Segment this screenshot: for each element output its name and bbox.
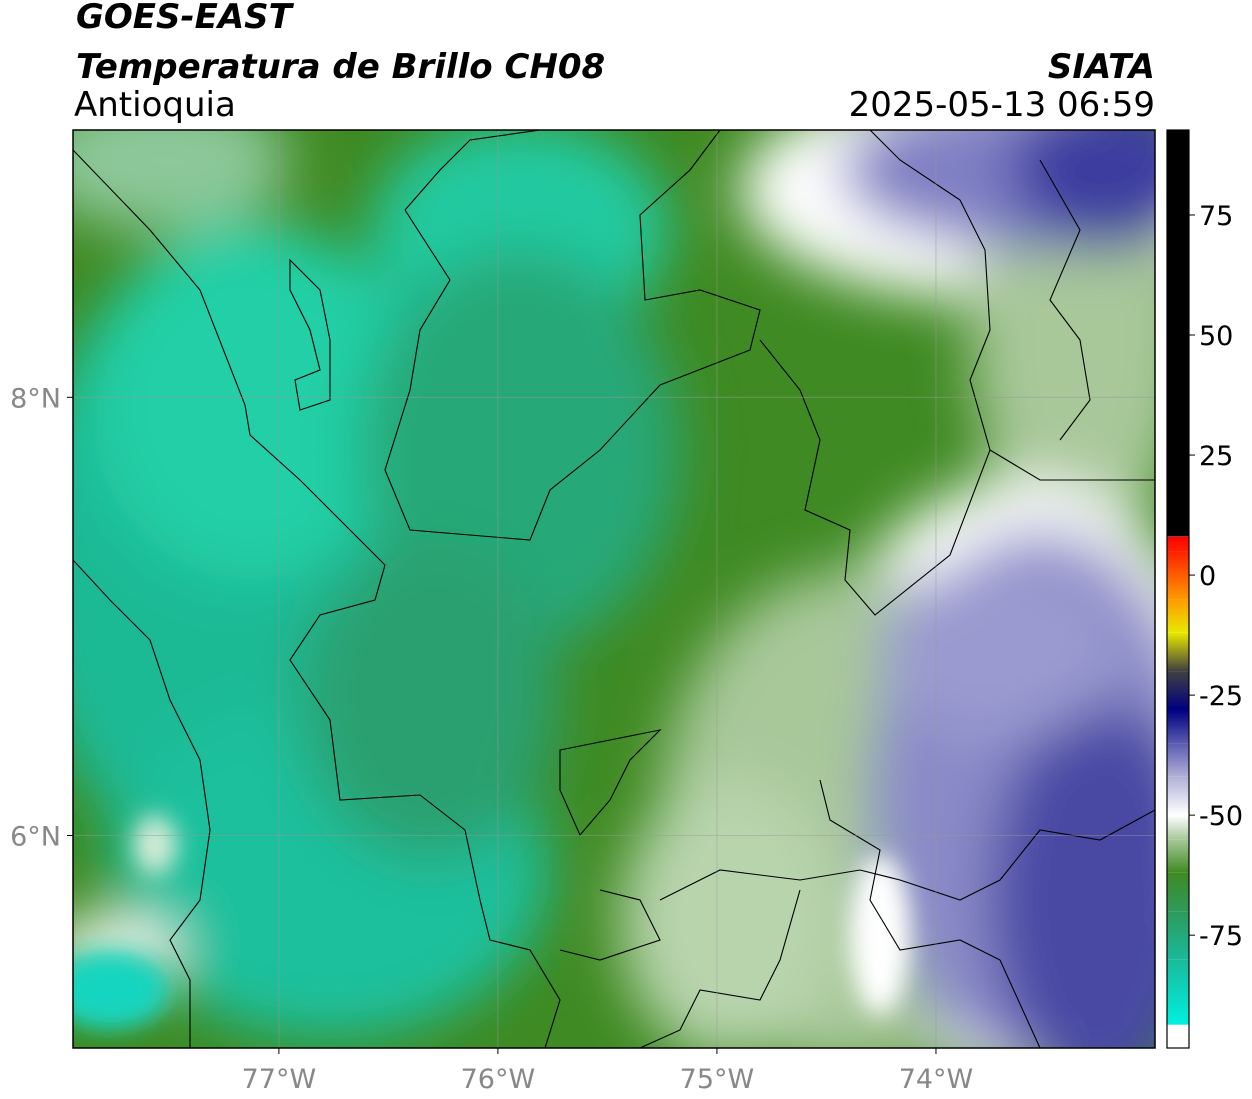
colorbar-segment — [1167, 536, 1189, 552]
colorbar-segment — [1167, 709, 1189, 744]
colorbar-segment — [1167, 839, 1189, 873]
map-image — [73, 130, 1155, 1048]
region: Antioquia — [74, 85, 236, 125]
colorbar-segment — [1167, 599, 1189, 633]
colorbar-segment — [1167, 911, 1189, 960]
subtitle: Temperatura de Brillo CH08 — [76, 47, 605, 87]
colorbar-segment — [1167, 632, 1189, 672]
source: SIATA — [1048, 47, 1155, 87]
colorbar-segment — [1167, 1024, 1189, 1048]
title: GOES-EAST — [76, 0, 295, 37]
x-tick-label: 77°W — [242, 1064, 317, 1095]
map-frame — [72, 129, 1156, 1049]
colorbar-segment — [1167, 1024, 1189, 1025]
colorbar-segment — [1167, 671, 1189, 710]
colorbar-tick-label: 50 — [1199, 321, 1233, 352]
colorbar-tick-label: 0 — [1199, 561, 1216, 592]
colorbar-segment — [1167, 815, 1189, 840]
colorbar — [1167, 130, 1189, 1048]
colorbar-segment — [1167, 743, 1189, 777]
colorbar-tick-label: -50 — [1199, 801, 1243, 832]
colorbar-segment — [1167, 551, 1189, 600]
colorbar-segment — [1167, 872, 1189, 912]
grid — [73, 130, 1155, 1048]
colorbar-segment — [1167, 130, 1189, 537]
x-tick-label: 74°W — [899, 1064, 974, 1095]
colorbar-tick-label: 75 — [1199, 201, 1233, 232]
colorbar-tick-label: 25 — [1199, 441, 1233, 472]
colorbar-segment — [1167, 959, 1189, 1025]
y-tick-label: 8°N — [10, 383, 61, 414]
colorbar-segment — [1167, 776, 1189, 816]
y-tick-label: 6°N — [10, 821, 61, 852]
colorbar-tick-label: -75 — [1199, 921, 1243, 952]
x-tick-label: 76°W — [461, 1064, 536, 1095]
datetime: 2025-05-13 06:59 — [849, 85, 1155, 125]
colorbar-tick-label: -25 — [1199, 681, 1243, 712]
x-tick-label: 75°W — [680, 1064, 755, 1095]
colorbar-frame — [1166, 129, 1190, 1049]
colorbar-segment — [1167, 536, 1189, 537]
